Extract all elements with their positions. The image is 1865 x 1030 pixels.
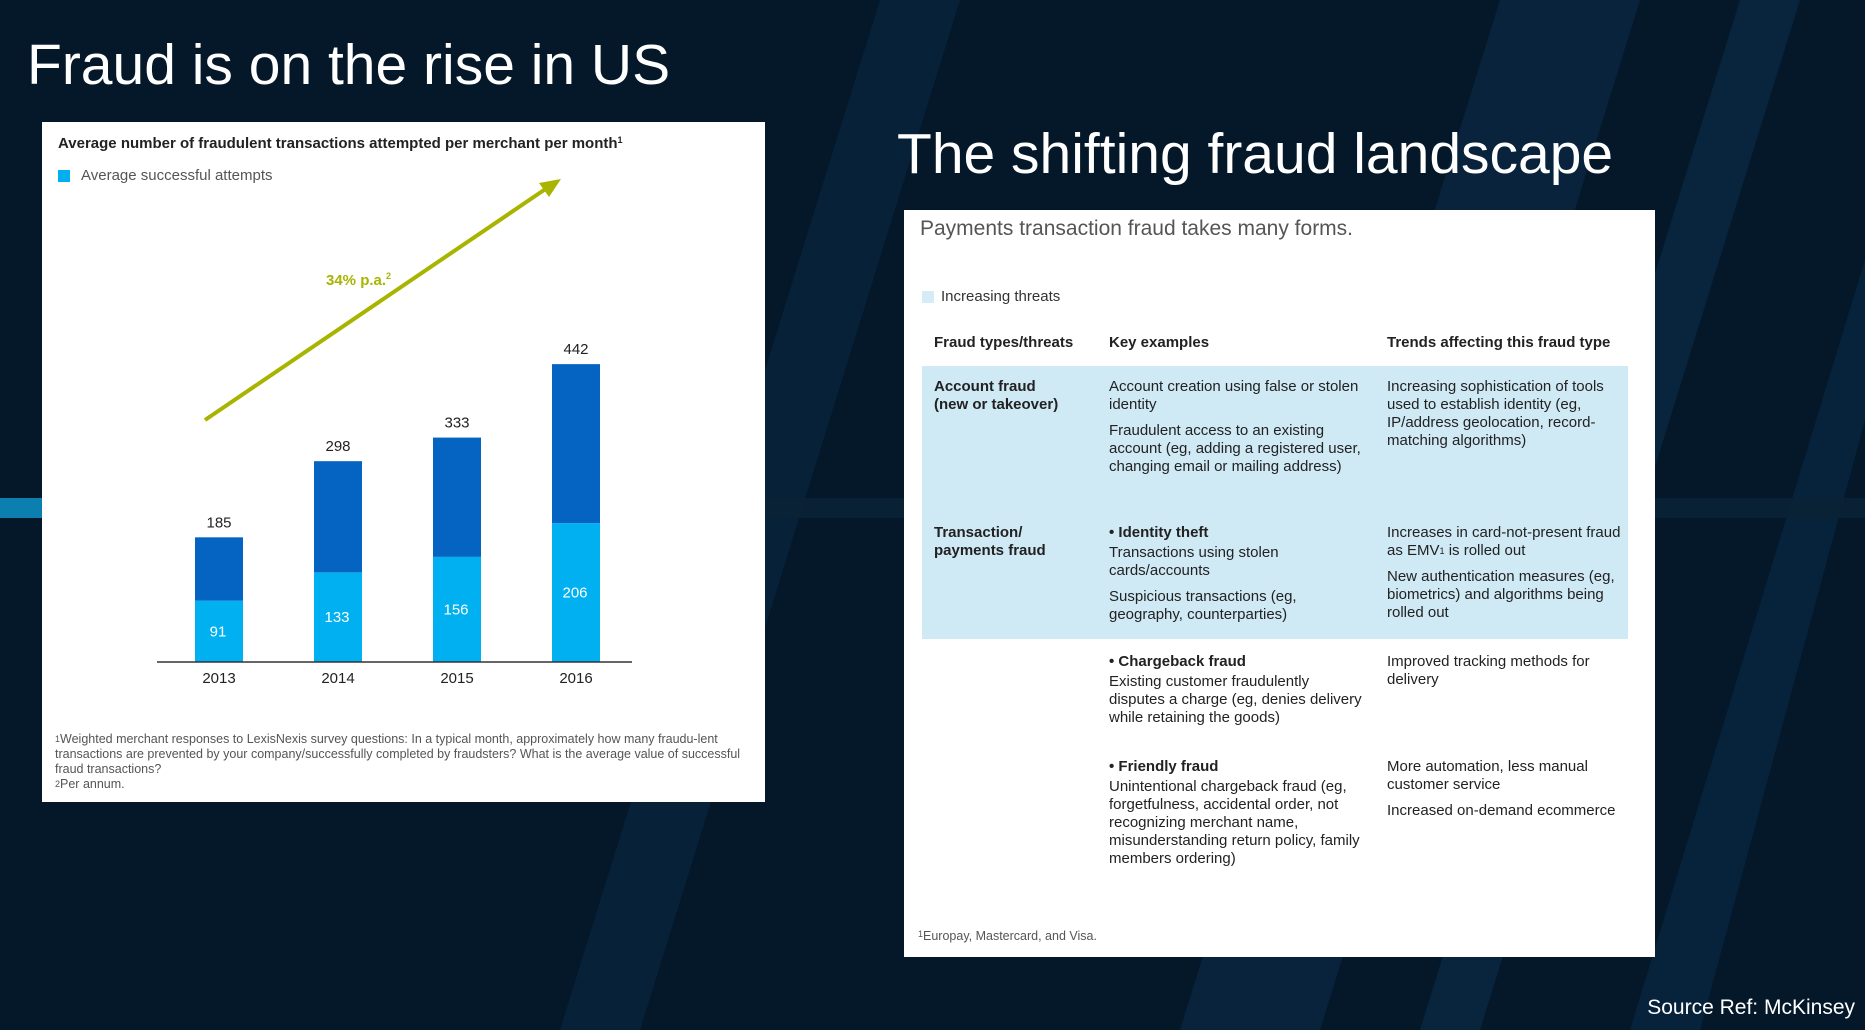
row-identity-theft-examples: • Identity theft Transactions using stol… [1109,524,1364,632]
row-account-fraud-examples: Account creation using false or stolen i… [1109,378,1361,475]
data-label-total-2013: 185 [206,514,231,531]
slide-title-right: The shifting fraud landscape [897,122,1614,186]
data-label-successful-2014: 133 [324,609,349,626]
bar-successful-2016 [552,523,600,662]
fraud-table-panel: Payments transaction fraud takes many fo… [904,210,1655,957]
x-tick-label-2013: 2013 [202,670,235,687]
chart-footnote-1: 1Weighted merchant responses to LexisNex… [55,732,741,776]
header-key-examples: Key examples [1109,334,1210,351]
legend-swatch-successful [58,169,70,182]
header-trends: Trends affecting this fraud type [1387,334,1611,351]
trend-arrow-head [539,179,561,197]
data-label-successful-2015: 156 [443,601,468,618]
chart-panel: Average number of fraudulent transaction… [42,122,765,802]
threat-band [922,366,1628,639]
chart-legend: Average successful attempts [58,167,272,184]
legend-swatch-threats [922,290,934,303]
table-legend: Increasing threats [922,288,1060,305]
chart-footnote-2: 2Per annum. [55,777,125,791]
chargeback-heading: • Chargeback fraud [1109,653,1246,670]
x-tick-label-2015: 2015 [440,670,473,687]
header-fraud-types: Fraud types/threats [934,334,1074,351]
bar-attempted-2016 [552,364,600,524]
data-label-successful-2016: 206 [562,585,587,602]
chart-title: Average number of fraudulent transaction… [58,135,623,152]
row-identity-theft-trends: Increases in card-not-present fraud as E… [1387,524,1621,621]
bar-attempted-2015 [433,437,481,557]
source-reference: Source Ref: McKinsey [1647,996,1855,1019]
legend-label-threats: Increasing threats [941,288,1061,305]
chart-footnotes: 1Weighted merchant responses to LexisNex… [55,732,755,792]
row-friendly-fraud-examples: • Friendly fraud Unintentional chargebac… [1109,758,1364,876]
row-transaction-fraud-type: Transaction/ payments fraud [934,524,1046,559]
table-intro: Payments transaction fraud takes many fo… [920,217,1354,240]
bar-successful-2013 [195,600,243,662]
legend-label-successful: Average successful attempts [81,167,273,184]
row-friendly-fraud-trends: More automation, less manual customer se… [1387,758,1616,819]
slide-title-left: Fraud is on the rise in US [27,33,671,97]
bar-successful-2014 [314,572,362,662]
bar-attempted-2014 [314,461,362,573]
row-chargeback-examples: • Chargeback fraud Existing customer fra… [1109,653,1364,735]
trend-annotation: 34% p.a.2 [326,271,391,289]
table-footnote: 1Europay, Mastercard, and Visa. [918,929,1097,943]
bar-chart: 34% p.a.2 91 185 2013 133 298 2014 156 333 2015 20… [157,179,632,687]
data-label-total-2015: 333 [444,415,469,432]
data-label-total-2014: 298 [325,438,350,455]
data-label-successful-2013: 91 [210,623,227,640]
x-tick-label-2014: 2014 [321,670,354,687]
row-chargeback-trends: Improved tracking methods for delivery [1387,653,1590,688]
identity-theft-heading: • Identity theft [1109,524,1209,541]
trend-arrow-line [203,186,549,422]
bar-attempted-2013 [195,537,243,601]
x-tick-label-2016: 2016 [559,670,592,687]
friendly-fraud-heading: • Friendly fraud [1109,758,1219,775]
data-label-total-2016: 442 [563,341,588,358]
row-account-fraud-type: Account fraud (new or takeover) [934,378,1059,413]
row-account-fraud-trends: Increasing sophistication of tools used … [1387,378,1604,449]
bar-successful-2015 [433,556,481,662]
